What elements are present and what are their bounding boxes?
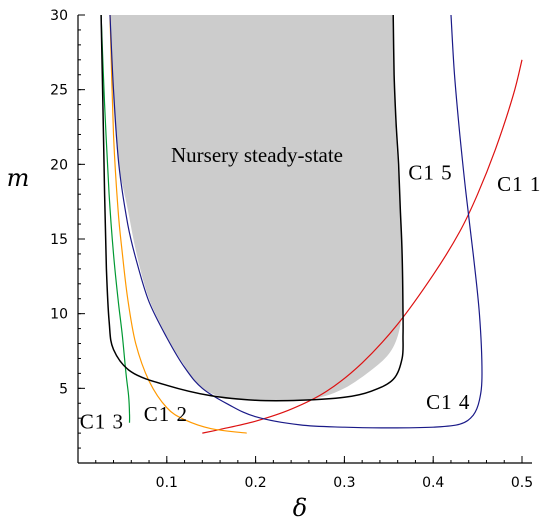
y-tick-label: 15: [50, 232, 68, 248]
y-tick-label: 20: [50, 157, 68, 173]
region-label: Nursery steady-state: [171, 143, 343, 167]
x-axis-title: δ: [293, 494, 307, 522]
plot-region-layer: [110, 15, 403, 401]
y-axis-title: m: [7, 164, 30, 192]
x-tick-label: 0.1: [156, 475, 178, 491]
curve-label: C1 2: [144, 402, 188, 426]
series-line-c1-1: [202, 59, 523, 434]
labels-layer: Nursery steady-state δ m C1 1 C1 2 C1 3 C1 …: [7, 143, 541, 522]
x-tick-label: 0.5: [511, 475, 533, 491]
x-tick-label: 0.4: [422, 475, 444, 491]
curve-label: C1 4: [426, 390, 470, 414]
ticks-layer: 0.1 0.2 0.3 0.4 0.5 5 10 15 20 25 30: [50, 8, 533, 491]
x-tick-label: 0.3: [333, 475, 355, 491]
curve-label: C1 5: [408, 160, 452, 184]
curve-label: C1 1: [497, 172, 541, 196]
x-tick-label: 0.2: [244, 475, 266, 491]
y-tick-label: 30: [50, 8, 68, 24]
y-tick-label: 10: [50, 307, 68, 323]
plot-series-layer: [100, 14, 523, 434]
series-line-c1-3: [100, 14, 131, 423]
series-line-c1-2: [109, 14, 247, 434]
y-tick-label: 25: [50, 83, 68, 99]
curve-label: C1 3: [80, 410, 124, 434]
nursery-steady-state-region: [110, 15, 403, 401]
series-line-c1-5: [100, 14, 404, 402]
y-tick-label: 5: [59, 381, 68, 397]
series-line-c1-4: [109, 14, 483, 429]
